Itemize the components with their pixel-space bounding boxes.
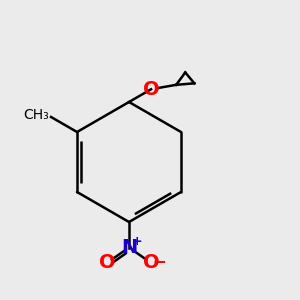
Text: +: +: [131, 235, 142, 248]
Text: N: N: [121, 238, 137, 257]
Text: −: −: [153, 252, 166, 270]
Text: CH₃: CH₃: [23, 109, 49, 122]
Text: O: O: [99, 254, 115, 272]
Text: O: O: [143, 80, 159, 99]
Text: O: O: [143, 254, 159, 272]
